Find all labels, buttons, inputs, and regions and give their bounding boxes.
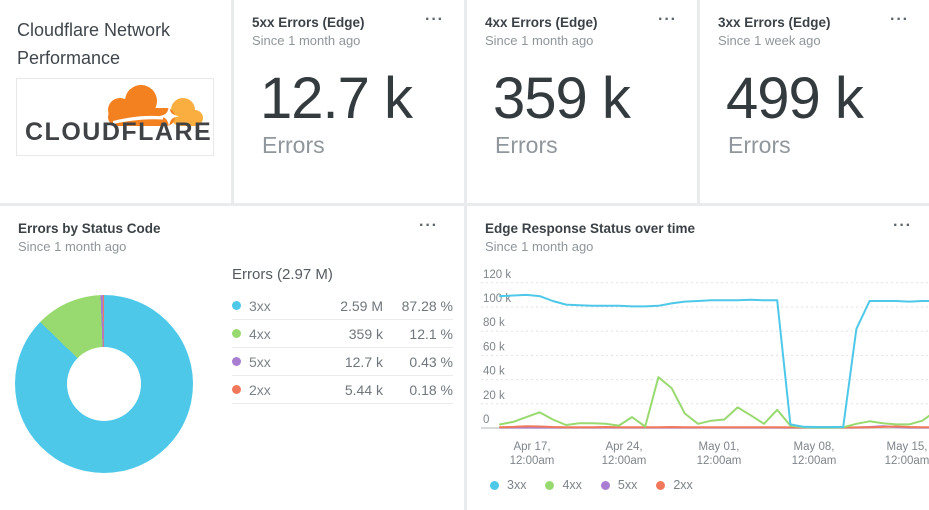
svg-text:0: 0: [483, 414, 489, 426]
stat-card-subtitle: Since 1 month ago: [252, 33, 361, 48]
chart-card-title: Edge Response Status over time: [485, 221, 696, 236]
series-dot-3xx: [490, 480, 499, 490]
stat-card-title: 4xx Errors (Edge): [485, 15, 598, 30]
svg-text:20 k: 20 k: [483, 390, 505, 402]
edge-response-status-card: 120 k 100 k 80 k 60 k 40 k 20 k 0 Apr 17, 12:00a…: [467, 206, 929, 510]
svg-text:40 k: 40 k: [483, 366, 505, 378]
svg-text:May 08,: May 08,: [794, 441, 835, 453]
legend-row-label: 4xx: [249, 325, 271, 342]
stat-card-subtitle: Since 1 month ago: [485, 33, 594, 48]
line-chart-legend: 3xx 4xx 5xx 2xx: [490, 478, 693, 492]
ellipsis-menu-icon[interactable]: ···: [419, 217, 438, 234]
stat-value: 499 k: [726, 66, 864, 131]
stat-value: 359 k: [493, 66, 631, 131]
ellipsis-menu-icon[interactable]: ···: [425, 11, 444, 28]
legend-row-percent: 0.43 %: [409, 353, 453, 370]
legend-row-2xx: 2xx 5.44 k 0.18 %: [232, 376, 453, 404]
legend-row-4xx: 4xx 359 k 12.1 %: [232, 320, 453, 348]
donut-legend-header: Errors (2.97 M): [232, 266, 333, 283]
chart-card-subtitle: Since 1 month ago: [485, 239, 594, 254]
legend-item-label: 2xx: [673, 478, 693, 492]
stat-unit-label: Errors: [728, 132, 791, 158]
stat-card-3xx: 3xx Errors (Edge) Since 1 week ago ··· 4…: [700, 0, 929, 203]
status-code-donut-chart: [15, 295, 193, 473]
svg-text:12:00am: 12:00am: [885, 455, 929, 467]
legend-row-value: 359 k: [348, 325, 383, 342]
legend-row-value: 12.7 k: [344, 353, 383, 370]
legend-item-label: 5xx: [617, 478, 638, 492]
svg-text:60 k: 60 k: [483, 341, 505, 353]
stat-value: 12.7 k: [260, 66, 413, 131]
ellipsis-menu-icon[interactable]: ···: [893, 217, 912, 234]
stat-card-5xx: 5xx Errors (Edge) Since 1 month ago ··· …: [234, 0, 464, 203]
svg-text:12:00am: 12:00am: [510, 455, 555, 467]
legend-row-percent: 12.1 %: [409, 325, 453, 342]
series-dot-4xx: [232, 329, 241, 338]
svg-text:120 k: 120 k: [483, 269, 511, 281]
svg-text:12:00am: 12:00am: [602, 455, 647, 467]
svg-text:May 01,: May 01,: [699, 441, 740, 453]
series-dot-3xx: [232, 301, 241, 310]
ellipsis-menu-icon[interactable]: ···: [658, 11, 677, 28]
series-dot-5xx: [600, 480, 610, 490]
stat-unit-label: Errors: [262, 132, 325, 158]
stat-card-4xx: 4xx Errors (Edge) Since 1 month ago ··· …: [467, 0, 697, 203]
stat-unit-label: Errors: [495, 132, 558, 158]
legend-row-percent: 0.18 %: [409, 381, 453, 398]
series-dot-5xx: [232, 357, 241, 366]
svg-text:Apr 17,: Apr 17,: [513, 441, 550, 453]
legend-row-label: 3xx: [249, 297, 271, 314]
cloudflare-logo-text: CLOUDFLARE: [25, 118, 213, 146]
legend-item-3xx: 3xx: [490, 478, 526, 492]
legend-row-5xx: 5xx 12.7 k 0.43 %: [232, 348, 453, 376]
legend-row-3xx: 3xx 2.59 M 87.28 %: [232, 292, 453, 320]
legend-row-label: 2xx: [249, 381, 271, 398]
errors-by-status-card: Errors by Status Code Since 1 month ago …: [0, 206, 464, 510]
svg-text:80 k: 80 k: [483, 317, 505, 329]
legend-row-value: 2.59 M: [340, 297, 383, 314]
donut-card-title: Errors by Status Code: [18, 221, 161, 236]
stat-card-subtitle: Since 1 week ago: [718, 33, 821, 48]
legend-row-label: 5xx: [249, 353, 271, 370]
series-dot-2xx: [656, 480, 666, 490]
series-dot-4xx: [545, 480, 555, 490]
legend-item-label: 3xx: [507, 478, 527, 492]
legend-item-4xx: 4xx: [545, 478, 582, 492]
donut-hole: [67, 347, 141, 421]
legend-row-value: 5.44 k: [344, 381, 383, 398]
svg-text:May 15,: May 15,: [887, 441, 928, 453]
cloudflare-cloud-icon: [108, 85, 203, 127]
dashboard-title: Cloudflare Network Performance: [17, 16, 214, 72]
cloudflare-logo: CLOUDFLARE: [16, 78, 214, 156]
dashboard-title-line2: Performance: [17, 48, 121, 68]
ellipsis-menu-icon[interactable]: ···: [890, 11, 909, 28]
header-card: Cloudflare Network Performance CLOUDFLAR…: [0, 0, 231, 203]
dashboard-title-line1: Cloudflare Network: [17, 20, 171, 40]
stat-card-title: 5xx Errors (Edge): [252, 15, 365, 30]
svg-text:12:00am: 12:00am: [697, 455, 742, 467]
svg-text:12:00am: 12:00am: [792, 455, 837, 467]
donut-legend-table: Errors (2.97 M) 3xx 2.59 M 87.28 % 4xx 3…: [232, 266, 453, 404]
donut-card-subtitle: Since 1 month ago: [18, 239, 127, 254]
stat-card-title: 3xx Errors (Edge): [718, 15, 831, 30]
legend-item-label: 4xx: [562, 478, 582, 492]
series-dot-2xx: [232, 385, 241, 394]
legend-item-2xx: 2xx: [656, 478, 693, 492]
legend-row-percent: 87.28 %: [401, 297, 453, 314]
legend-item-5xx: 5xx: [600, 478, 638, 492]
svg-text:Apr 24,: Apr 24,: [605, 441, 642, 453]
